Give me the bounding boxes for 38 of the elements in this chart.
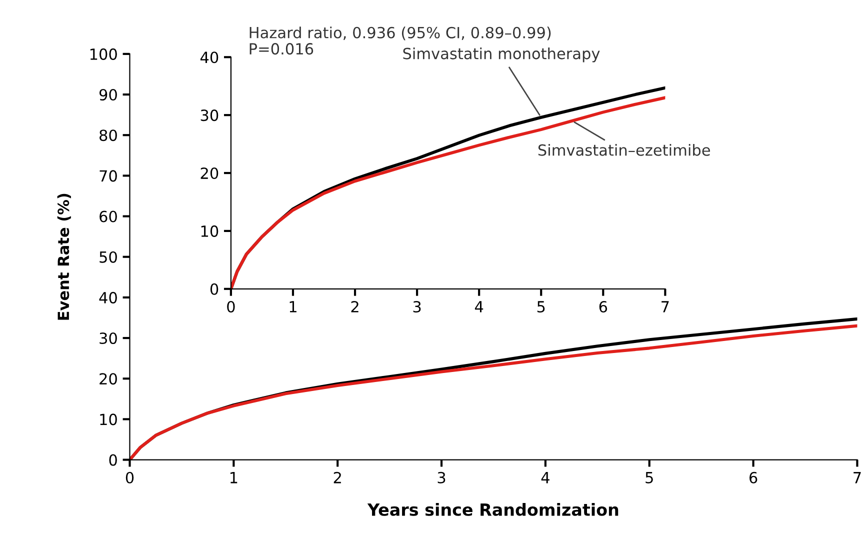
y-axis-title: Event Rate (%): [57, 194, 71, 320]
y-tick-label: 10: [100, 414, 117, 426]
x-tick-label: 6: [599, 300, 608, 313]
text: Hazard ratio, 0.936 (95% CI, 0.89–0.99): [250, 26, 551, 40]
x-tick-label: 5: [537, 301, 545, 313]
y-tick-label: 100: [90, 48, 117, 60]
x-tick-label: 2: [351, 300, 358, 312]
y-tick-label: 20: [200, 167, 218, 180]
y-tick-label: 20: [100, 373, 117, 385]
x-axis-title: Years since Randomization: [367, 503, 618, 516]
y-tick-label: 30: [200, 110, 218, 122]
x-tick-label: 4: [474, 301, 484, 312]
x-tick-label: 1: [290, 301, 296, 312]
y-tick-label: 30: [100, 332, 117, 344]
y-tick-label: 70: [100, 170, 117, 182]
y-tick-label: 80: [100, 130, 117, 142]
y-tick-label: 10: [201, 225, 218, 237]
annotation: P=0.016: [250, 43, 314, 55]
x-tick-label: 5: [646, 472, 653, 484]
x-tick-label: 2: [334, 472, 341, 484]
x-tick-label: 7: [854, 472, 861, 484]
x-tick-label: 3: [438, 472, 446, 484]
y-tick-label: 0: [210, 283, 218, 295]
x-tick-label: 6: [750, 472, 758, 484]
y-tick-label: 90: [99, 88, 117, 101]
y-tick-label: 0: [109, 454, 117, 466]
text: Simvastatin monotherapy: [403, 48, 600, 62]
y-tick-label: 50: [100, 251, 117, 263]
y-tick-label: 60: [100, 210, 117, 222]
x-tick-label: 0: [126, 472, 134, 484]
y-tick-label: 40: [99, 292, 117, 304]
series-label: Simvastatin–ezetimibe: [538, 144, 710, 156]
x-tick-label: 0: [227, 300, 235, 313]
x-tick-label: 1: [230, 472, 238, 484]
y-tick-label: 40: [200, 52, 218, 64]
x-tick-label: 4: [541, 472, 550, 484]
x-tick-label: 7: [662, 301, 669, 312]
x-tick-label: 3: [413, 300, 421, 313]
